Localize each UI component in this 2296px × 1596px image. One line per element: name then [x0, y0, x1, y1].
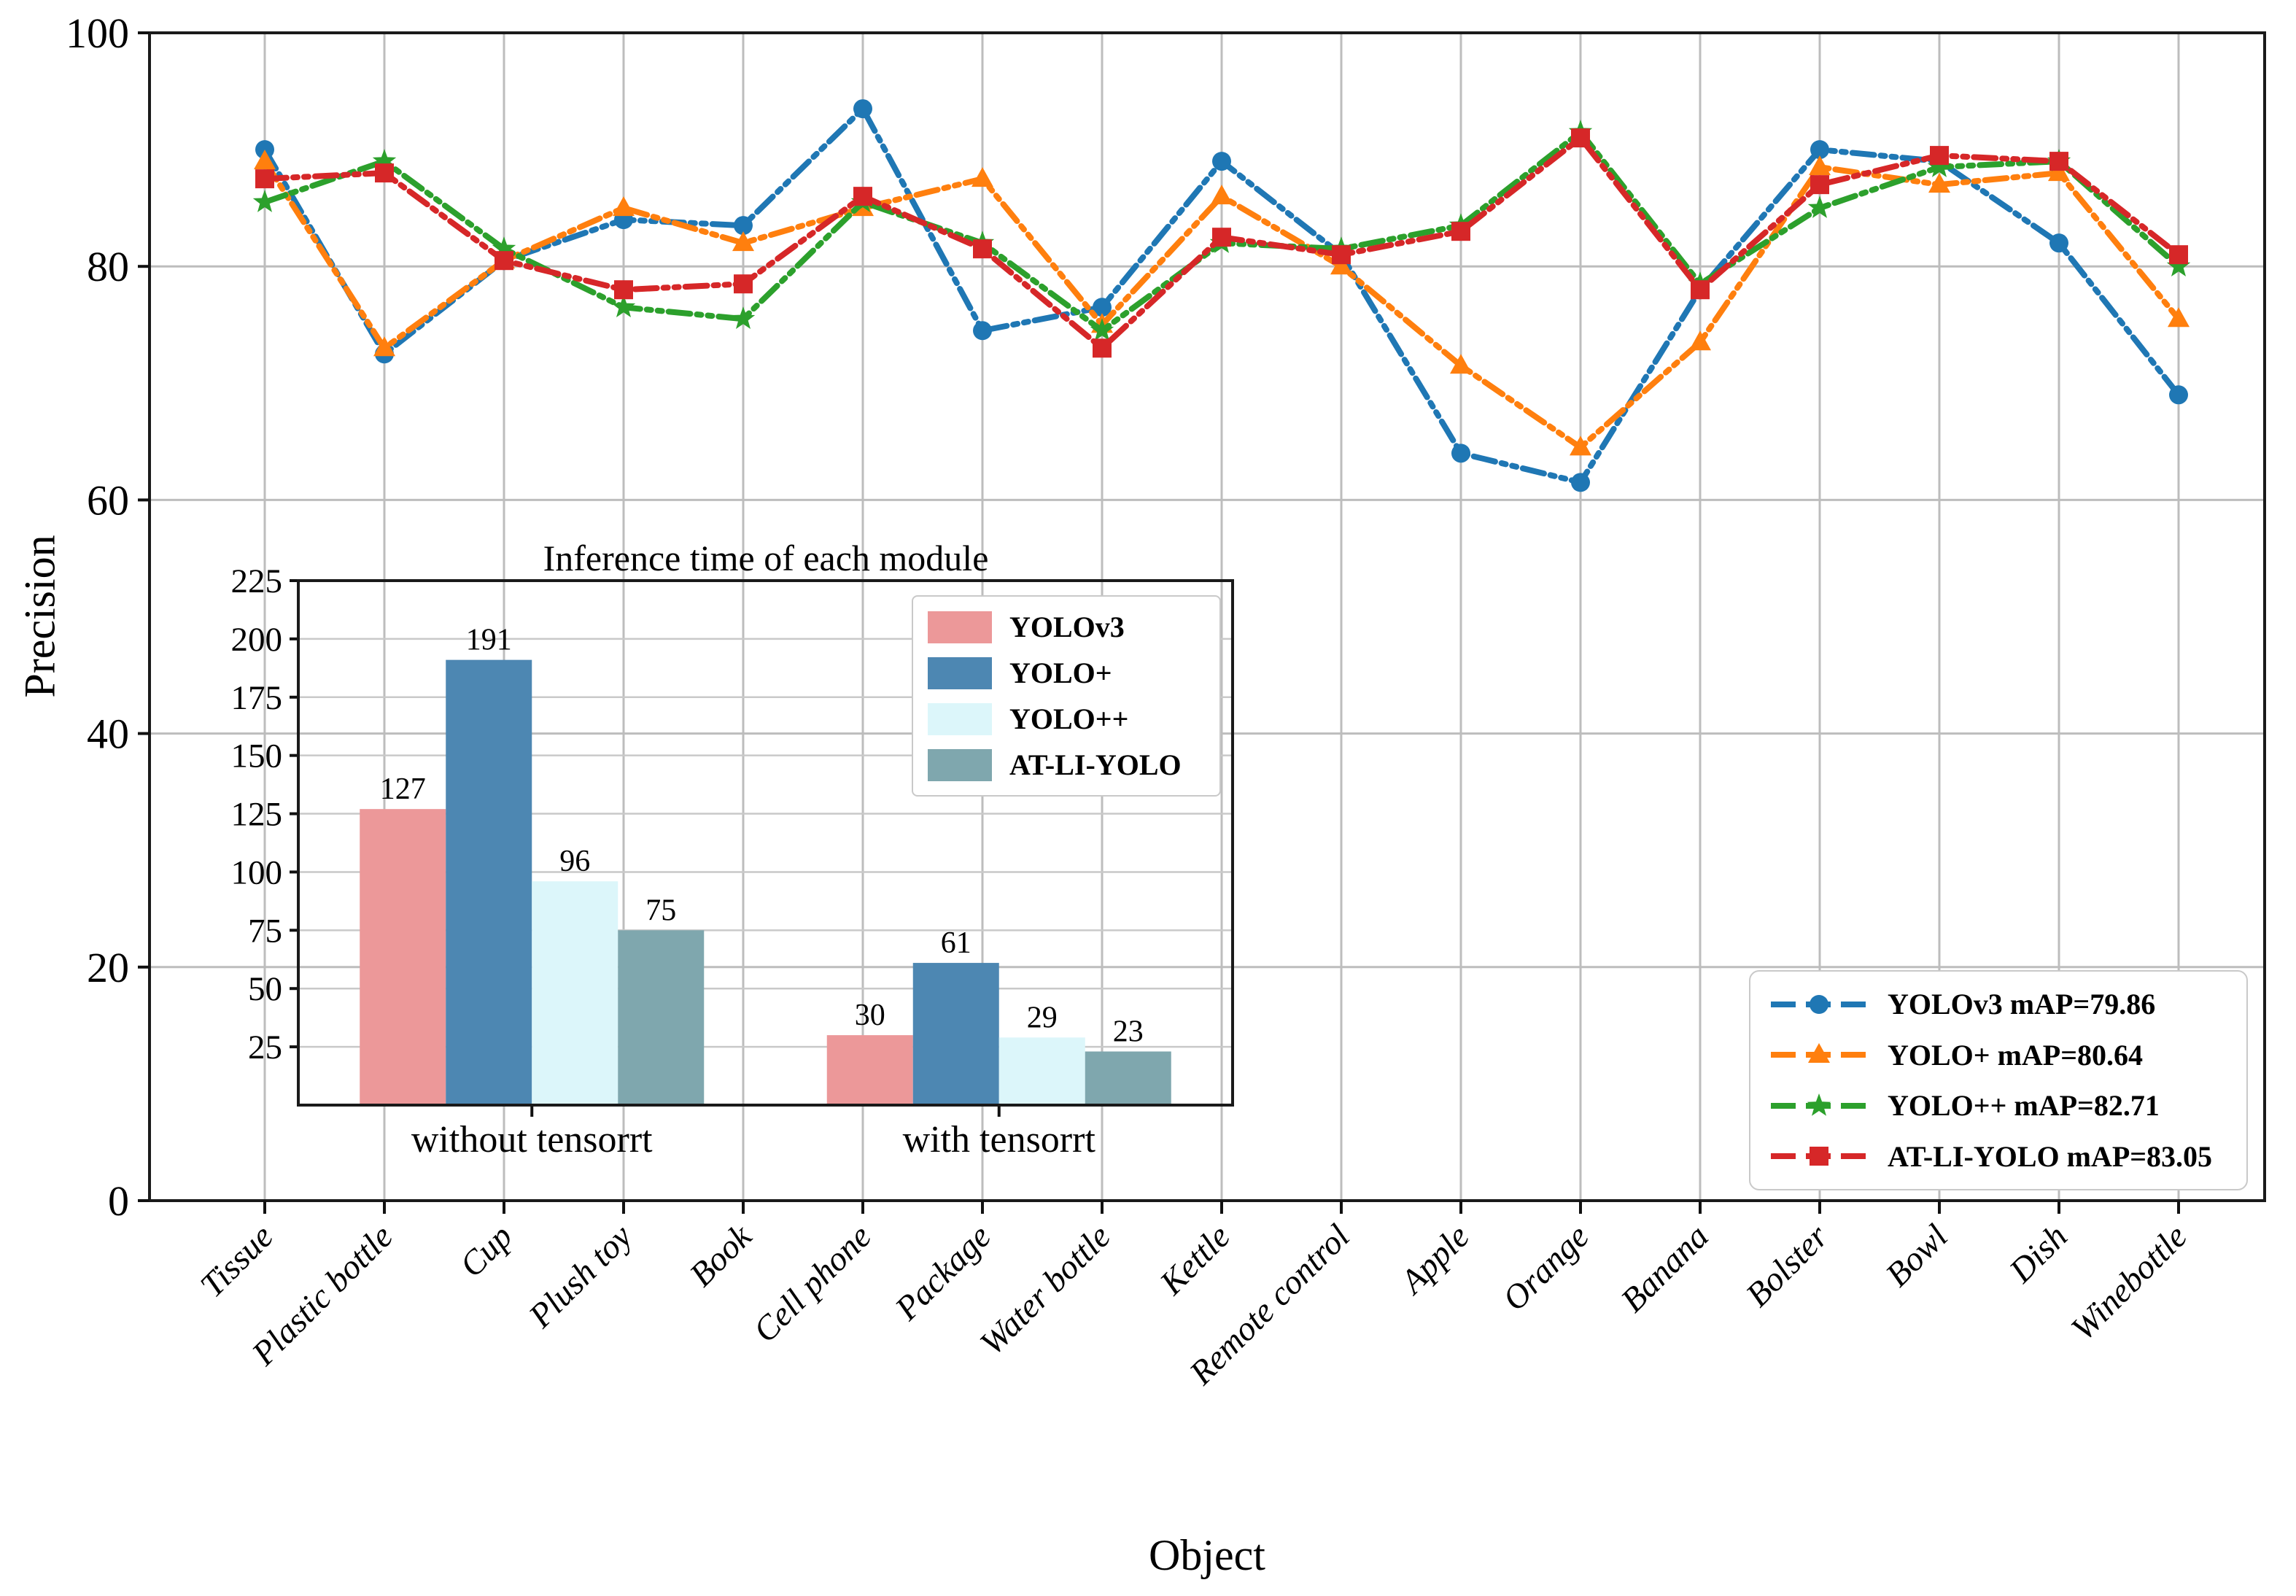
- bar-AT-LI-YOLO: [1085, 1051, 1171, 1105]
- ytick-label: 60: [87, 476, 129, 524]
- legend-label: YOLO++ mAP=82.71: [1888, 1089, 2160, 1123]
- legend-marker-icon: [1771, 1043, 1867, 1064]
- category-label: Banana: [1614, 1217, 1716, 1320]
- inset-bar-chart: 25 50 75 100 125 150 175 200 225 without tensorrt…: [231, 562, 1234, 1161]
- category-label: Cup: [453, 1217, 520, 1285]
- inset-legend-item-YOLOv3: YOLOv3: [928, 610, 1205, 644]
- inset-legend-item-YOLO++: YOLO++: [928, 702, 1205, 736]
- category-label: Water bottle: [973, 1217, 1118, 1363]
- ytick-label: 0: [108, 1177, 129, 1225]
- bar-value-label: 75: [645, 894, 676, 927]
- inset-ytick-label: 75: [248, 912, 282, 950]
- legend-label: YOLO+ mAP=80.64: [1888, 1038, 2144, 1072]
- bar-value-label: 23: [1113, 1015, 1144, 1049]
- bar-value-label: 191: [466, 624, 512, 657]
- ytick-label: 20: [87, 944, 129, 991]
- y-axis-title: Precision: [15, 535, 64, 698]
- line-chart-legend: YOLOv3 mAP=79.86 YOLO+ mAP=80.64 YOLO++ mA…: [1749, 970, 2248, 1190]
- category-label: Dish: [2002, 1217, 2075, 1290]
- legend-label: AT-LI-YOLO mAP=83.05: [1888, 1139, 2213, 1173]
- category-label: Bowl: [1879, 1217, 1955, 1294]
- x-axis-title: Object: [1149, 1531, 1265, 1579]
- inset-legend-label: YOLO+: [1009, 656, 1112, 689]
- category-label: Plush toy: [521, 1217, 640, 1336]
- bar-YOLO++: [532, 881, 618, 1105]
- category-label: Kettle: [1152, 1217, 1238, 1303]
- category-label: Orange: [1495, 1217, 1596, 1318]
- bar-YOLO++: [998, 1037, 1085, 1105]
- category-label: Cell phone: [746, 1217, 879, 1350]
- legend-marker-icon: [1771, 994, 1867, 1014]
- bar-value-label: 29: [1027, 1001, 1058, 1034]
- bar-AT-LI-YOLO: [618, 930, 705, 1105]
- legend-color-patch-icon: [928, 702, 992, 735]
- category-label: Bolster: [1739, 1217, 1836, 1314]
- category-label: Book: [683, 1217, 760, 1294]
- inset-group-label: with tensorrt: [903, 1119, 1096, 1161]
- inset-ytick-label: 175: [231, 679, 283, 717]
- category-label: Winebottle: [2064, 1217, 2195, 1348]
- legend-item-YOLO++: YOLO++ mAP=82.71: [1768, 1088, 2229, 1123]
- legend-marker-icon: [1771, 1093, 1867, 1116]
- legend-item-AT-LI-YOLO: AT-LI-YOLO mAP=83.05: [1768, 1139, 2229, 1174]
- bar-YOLOv3: [826, 1035, 913, 1105]
- inset-legend-label: AT-LI-YOLO: [1009, 748, 1182, 781]
- bar-YOLOv3: [360, 809, 446, 1105]
- legend-marker-icon: [1771, 1147, 1867, 1166]
- inset-group-label: without tensorrt: [411, 1119, 653, 1161]
- bar-YOLO+: [912, 963, 999, 1105]
- inset-legend-item-YOLO+: YOLO+: [928, 656, 1205, 690]
- category-label: Package: [888, 1217, 998, 1328]
- ytick-label: 80: [87, 243, 129, 290]
- legend-item-YOLO+: YOLO+ mAP=80.64: [1768, 1038, 2229, 1072]
- legend-color-patch-icon: [928, 656, 992, 689]
- inset-legend-item-AT-LI-YOLO: AT-LI-YOLO: [928, 748, 1205, 782]
- bar-value-label: 61: [941, 926, 971, 960]
- line-series: [252, 99, 2191, 492]
- category-label: Tissue: [193, 1217, 281, 1305]
- ytick-label: 100: [66, 9, 129, 57]
- legend-item-YOLOv3: YOLOv3 mAP=79.86: [1768, 987, 2229, 1021]
- legend-color-patch-icon: [928, 748, 992, 781]
- inset-border: [297, 579, 1234, 1107]
- bar-value-label: 127: [380, 772, 426, 806]
- inset-ytick-label: 100: [231, 853, 283, 891]
- inset-ytick-label: 200: [231, 621, 283, 659]
- inset-legend-label: YOLO++: [1009, 702, 1129, 735]
- bar-value-label: 96: [559, 845, 590, 878]
- category-label: Apple: [1392, 1217, 1476, 1302]
- inset-ytick-label: 225: [231, 562, 283, 600]
- legend-label: YOLOv3 mAP=79.86: [1888, 988, 2156, 1021]
- inset-ytick-label: 25: [248, 1029, 282, 1066]
- bar-YOLO+: [446, 659, 532, 1105]
- series-AT-LI-YOLO: [255, 128, 2188, 358]
- ytick-label: 40: [87, 710, 129, 758]
- bar-value-label: 30: [855, 999, 885, 1032]
- legend-color-patch-icon: [928, 611, 992, 643]
- inset-title: Inference time of each module: [543, 538, 989, 578]
- inset-legend-label: YOLOv3: [1009, 611, 1125, 643]
- bar-chart-legend: YOLOv3 YOLO+ YOLO++ AT-LI-YOLO: [912, 595, 1221, 797]
- inset-ytick-label: 125: [231, 796, 283, 834]
- inset-ytick-label: 150: [231, 737, 283, 775]
- inset-ytick-label: 50: [248, 970, 282, 1008]
